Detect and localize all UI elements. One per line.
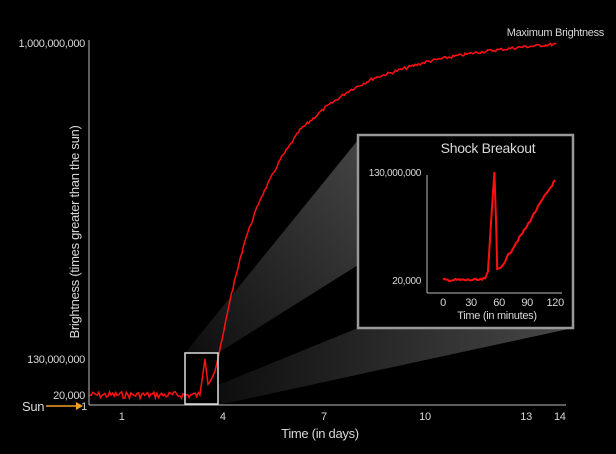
y-tick-label: 1 — [81, 401, 87, 413]
inset-x-tick-label: 120 — [546, 297, 564, 309]
sun-arrowhead-icon — [76, 402, 83, 410]
x-tick-label: 10 — [419, 411, 431, 423]
zoom-region-box — [184, 352, 219, 405]
inset-frame — [356, 133, 575, 330]
inset-y-tick-label: 130,000,000 — [369, 168, 422, 179]
inset-x-tick-label: 90 — [521, 297, 533, 309]
y-tick-label: 130,000,000 — [27, 354, 85, 366]
inset-x-tick-label: 60 — [493, 297, 505, 309]
sun-label: Sun — [22, 399, 44, 414]
zoom-wedge-bottom — [218, 328, 573, 405]
x-tick-label: 7 — [321, 411, 327, 423]
inset-x-tick-label: 0 — [440, 297, 446, 309]
inset-title: Shock Breakout — [441, 140, 536, 156]
inset-x-tick-label: 30 — [465, 297, 477, 309]
y-axis-label: Brightness (times greater than the sun) — [67, 125, 82, 338]
inset: Shock Breakout 0 30 60 90 120 20,000 130,000,… — [356, 133, 575, 330]
zoom-wedge-top — [185, 140, 358, 353]
x-tick-label: 1 — [119, 411, 125, 423]
y-tick-label: 1,000,000,000 — [19, 38, 86, 50]
y-tick-label: 20,000 — [53, 390, 85, 402]
inset-series-line — [442, 171, 556, 283]
x-tick-label: 13 — [520, 411, 532, 423]
inset-x-axis-label: Time (in minutes) — [457, 310, 536, 322]
x-axis-label: Time (in days) — [281, 426, 359, 441]
x-tick-label: 4 — [220, 411, 226, 423]
inset-y-tick-label: 20,000 — [392, 276, 422, 287]
x-tick-label: 14 — [554, 411, 566, 423]
main-series-line — [89, 42, 557, 401]
max-brightness-label: Maximum Brightness — [507, 27, 605, 39]
